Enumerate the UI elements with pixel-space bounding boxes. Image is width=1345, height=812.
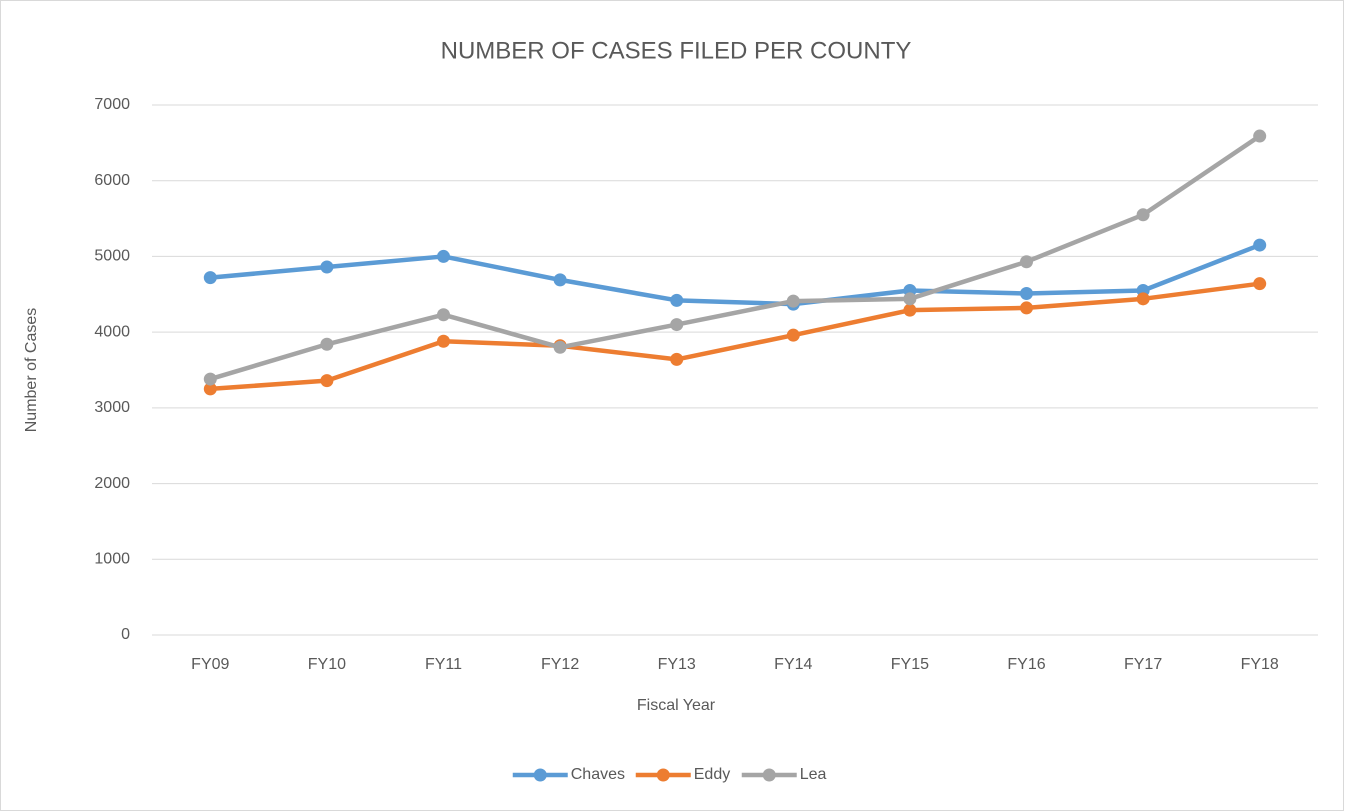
x-tick-label: FY13 (658, 656, 696, 673)
y-tick-label: 2000 (94, 475, 130, 492)
series-line (209, 134, 1261, 382)
data-point (320, 374, 334, 388)
x-tick-label: FY18 (1241, 656, 1279, 673)
legend-label: Chaves (571, 766, 625, 783)
x-tick-label: FY10 (308, 656, 346, 673)
data-point (320, 337, 334, 351)
data-point (1253, 277, 1267, 291)
x-tick-label: FY12 (541, 656, 579, 673)
data-point (786, 328, 800, 342)
data-point (670, 318, 684, 332)
y-tick-label: 7000 (94, 96, 130, 113)
x-tick-label: FY17 (1124, 656, 1162, 673)
data-point (203, 372, 217, 386)
x-tick-label: FY09 (191, 656, 229, 673)
data-point (1136, 292, 1150, 306)
y-tick-label: 3000 (94, 399, 130, 416)
chart-title: NUMBER OF CASES FILED PER COUNTY (441, 37, 912, 64)
y-tick-label: 4000 (94, 323, 130, 340)
series-line (210, 242, 1261, 307)
data-point (670, 293, 684, 307)
series-line (210, 281, 1260, 392)
y-tick-label: 1000 (94, 551, 130, 568)
data-point (1020, 255, 1033, 269)
data-point (1020, 287, 1033, 301)
data-point (203, 382, 217, 396)
data-point (1253, 238, 1267, 252)
data-point (437, 334, 450, 348)
y-tick-label: 5000 (94, 248, 130, 265)
data-point (670, 352, 684, 366)
legend-marker (533, 768, 547, 782)
data-point (437, 249, 450, 263)
legend-label: Lea (800, 766, 827, 783)
data-point (1253, 129, 1267, 143)
data-point (903, 292, 917, 306)
data-point (320, 260, 334, 274)
legend-marker (656, 768, 670, 782)
data-point (1020, 301, 1033, 315)
data-point (553, 340, 567, 354)
y-tick-label: 0 (121, 626, 130, 643)
data-point (553, 273, 567, 287)
data-point (786, 294, 800, 308)
data-point (203, 271, 217, 285)
y-tick-label: 6000 (94, 172, 130, 189)
data-point (1136, 208, 1150, 222)
x-tick-label: FY16 (1007, 656, 1045, 673)
data-point (437, 308, 450, 322)
x-tick-label: FY15 (891, 656, 929, 673)
y-axis-label: Number of Cases (23, 308, 40, 433)
legend-label: Eddy (694, 766, 730, 783)
x-axis-label: Fiscal Year (637, 697, 716, 714)
legend-marker (762, 768, 776, 782)
x-tick-label: FY14 (774, 656, 812, 673)
data-point (903, 303, 917, 317)
x-tick-label: FY11 (425, 656, 462, 673)
